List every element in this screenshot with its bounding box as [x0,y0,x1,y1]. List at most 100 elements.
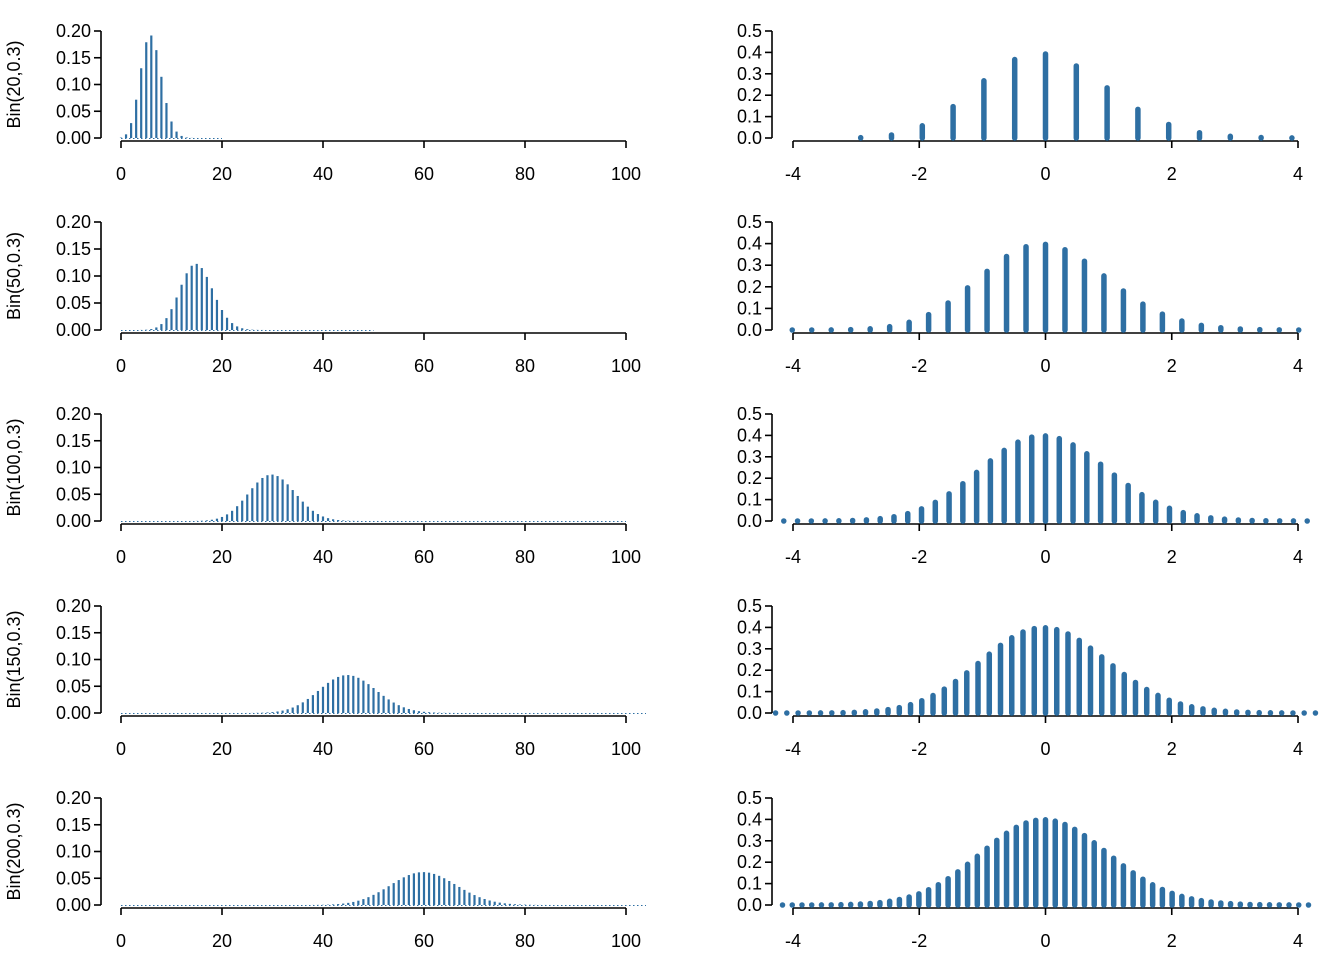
panel-left-n150: 0.00 0.05 0.10 0.15 0.20 0 20 40 60 80 100 Bin(150,… [4,596,646,759]
y-axis-title: Bin(20,0.3) [4,40,24,128]
y-tick-label: 0.5 [737,404,762,424]
y-tick-label: 0.15 [56,815,91,835]
y-tick-label: 0.3 [737,447,762,467]
y-tick-label: 0.05 [56,101,91,121]
y-tick-label: 0.15 [56,623,91,643]
y-tick-label: 0.0 [737,128,762,148]
y-tick-label: 0.3 [737,64,762,84]
y-tick-label: 0.20 [56,788,91,808]
panel-right-n150: 0.00.10.20.30.40.5 -4 -2 0 2 4 [737,596,1319,759]
y-tick-label: 0.05 [56,676,91,696]
y-tick-label: 0.00 [56,511,91,531]
y-tick-label: 0.0 [737,511,762,531]
panel-left-n50: 0.00 0.05 0.10 0.15 0.20 0 20 40 60 80 100 Bin(50,0… [4,212,641,376]
x-tick-label: 20 [212,547,232,567]
y-tick-label: 0.00 [56,895,91,915]
x-tick-label: 2 [1167,356,1177,376]
x-tick-label: -4 [785,547,801,567]
x-tick-label: 100 [611,547,641,567]
y-tick-label: 0.2 [737,852,762,872]
y-tick-label: 0.5 [737,596,762,616]
y-tick-label: 0.20 [56,596,91,616]
x-tick-label: 0 [116,739,126,759]
y-tick-label: 0.05 [56,484,91,504]
x-tick-label: 100 [611,739,641,759]
x-tick-label: 4 [1293,931,1303,951]
x-tick-label: 20 [212,931,232,951]
x-tick-label: 0 [116,931,126,951]
x-tick-label: 40 [313,931,333,951]
y-tick-label: 0.10 [56,266,91,286]
panel-right-n50: 0.00.10.20.30.40.5 -4 -2 0 2 4 [737,212,1303,376]
x-tick-label: 80 [515,356,535,376]
x-tick-label: 100 [611,931,641,951]
x-tick-label: -4 [785,739,801,759]
y-tick-label: 0.4 [737,809,762,829]
x-tick-label: -2 [911,164,927,184]
y-tick-label: 0.1 [737,298,762,318]
x-tick-label: 60 [414,739,434,759]
y-tick-label: 0.20 [56,404,91,424]
x-tick-label: 20 [212,739,232,759]
x-tick-label: 4 [1293,739,1303,759]
y-axis-title: Bin(150,0.3) [4,610,24,708]
y-tick-label: 0.15 [56,239,91,259]
x-tick-label: 2 [1167,931,1177,951]
y-tick-label: 0.20 [56,212,91,232]
bar-series [779,817,1312,908]
y-tick-label: 0.2 [737,277,762,297]
bar-series [121,474,626,522]
y-tick-label: 0.00 [56,128,91,148]
x-tick-label: 0 [1040,356,1050,376]
x-tick-label: 60 [414,931,434,951]
bar-series [121,872,646,906]
x-tick-label: 60 [414,164,434,184]
x-tick-label: 80 [515,164,535,184]
y-tick-label: 0.0 [737,320,762,340]
x-tick-label: 40 [313,164,333,184]
y-tick-label: 0.15 [56,48,91,68]
y-tick-label: 0.20 [56,21,91,41]
x-tick-label: 80 [515,931,535,951]
panel-right-n20: 0.00.10.20.30.40.5 -4 -2 0 2 4 [737,21,1303,184]
bar-series [781,433,1310,524]
panel-left-n100: 0.00 0.05 0.10 0.15 0.20 0 20 40 60 80 100 Bin(100,… [4,404,641,567]
y-tick-label: 0.1 [737,107,762,127]
panel-left-n200: 0.00 0.05 0.10 0.15 0.20 0 20 40 60 80 100 Bin(200,… [4,788,646,951]
x-tick-label: 0 [116,356,126,376]
x-tick-label: -2 [911,739,927,759]
y-tick-label: 0.2 [737,468,762,488]
x-tick-label: 0 [116,164,126,184]
x-tick-label: 0 [1040,931,1050,951]
y-tick-label: 0.5 [737,21,762,41]
y-tick-label: 0.10 [56,75,91,95]
y-tick-label: 0.3 [737,639,762,659]
x-tick-label: -2 [911,356,927,376]
x-tick-label: 80 [515,547,535,567]
x-tick-label: 80 [515,739,535,759]
y-tick-label: 0.0 [737,703,762,723]
bar-series [121,263,374,331]
x-tick-label: 0 [1040,164,1050,184]
x-tick-label: -4 [785,164,801,184]
y-tick-label: 0.05 [56,293,91,313]
x-tick-label: 40 [313,356,333,376]
x-tick-label: 0 [116,547,126,567]
y-tick-label: 0.3 [737,831,762,851]
x-tick-label: -4 [785,356,801,376]
x-tick-label: 60 [414,356,434,376]
x-tick-label: 20 [212,164,232,184]
bar-series [121,675,646,714]
bar-series [789,241,1302,333]
y-tick-label: 0.2 [737,85,762,105]
y-tick-label: 0.3 [737,255,762,275]
x-tick-label: -2 [911,547,927,567]
y-axis-title: Bin(200,0.3) [4,802,24,900]
y-tick-label: 0.4 [737,234,762,254]
x-tick-label: 100 [611,356,641,376]
bar-series [857,51,1295,141]
x-tick-label: 40 [313,547,333,567]
x-tick-label: 0 [1040,547,1050,567]
y-axis-title: Bin(50,0.3) [4,232,24,320]
